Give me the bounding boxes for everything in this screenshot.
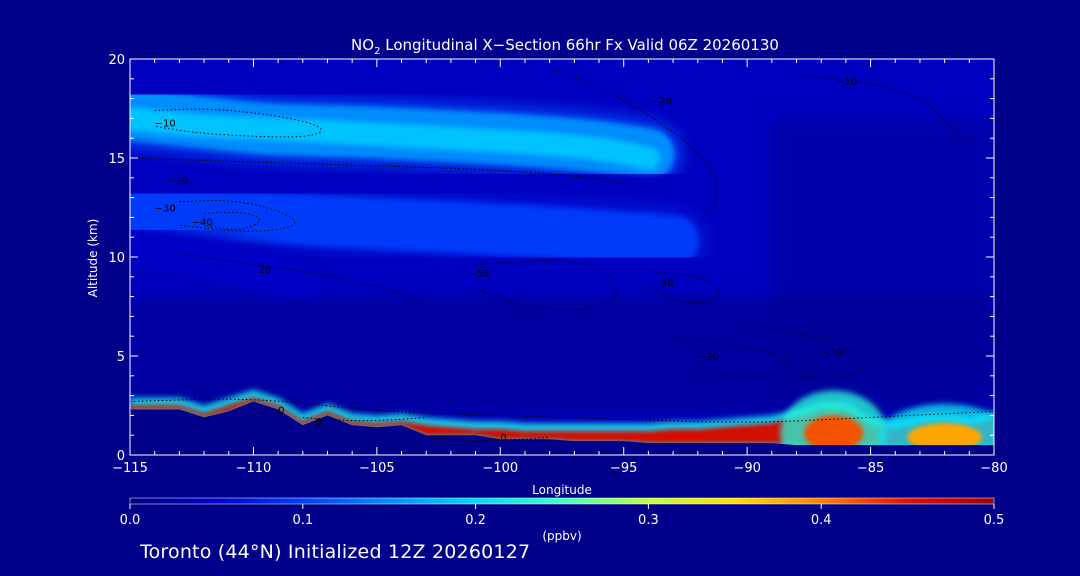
colorbar-tick-label: 0.4 — [811, 513, 832, 528]
contour-line — [179, 252, 427, 307]
title-rest: Longitudinal X−Section 66hr Fx Valid 06Z… — [380, 36, 778, 54]
contour-lines: −10 −20 −30 −40 20 −50 30 −20 −30 −20 −10 0 0 0 — [130, 68, 994, 444]
contour-label: −30 — [698, 352, 719, 363]
contour-label: −40 — [192, 217, 213, 228]
colorbar-tick-label: 0.2 — [465, 513, 486, 528]
contour-label: −20 — [167, 176, 188, 187]
x-tick-label: −85 — [857, 461, 884, 476]
x-tick-label: −115 — [112, 461, 148, 476]
terrain — [130, 401, 994, 455]
y-tick-label: 0 — [117, 449, 125, 464]
hotspot — [907, 423, 982, 452]
contour-label: −30 — [155, 204, 176, 215]
x-tick-label: −100 — [482, 461, 518, 476]
contour-line — [796, 74, 970, 149]
y-tick-label: 5 — [117, 350, 125, 365]
x-tick-label: −95 — [610, 461, 637, 476]
colorbar-tick-label: 0.1 — [292, 513, 313, 528]
contour-label: −50 — [468, 269, 489, 280]
colorbar-tick-label: 0.0 — [120, 513, 141, 528]
contour-line — [130, 398, 994, 423]
colorbar-tick-label: 0.5 — [984, 513, 1005, 528]
no2-band — [130, 106, 661, 170]
contour-line — [747, 323, 865, 379]
x-tick-label: −105 — [359, 461, 395, 476]
contour-label: 30 — [661, 279, 674, 290]
y-tick-label: 20 — [108, 53, 125, 68]
contour-label: 0 — [500, 433, 506, 444]
eastern-low-region — [771, 118, 994, 396]
contour-label: 0 — [315, 417, 321, 428]
colorbar-unit-label: (ppbv) — [542, 529, 581, 543]
colorbar-tick-label: 0.3 — [638, 513, 659, 528]
x-tick-label: −90 — [733, 461, 760, 476]
contour-line — [475, 260, 619, 311]
contour-label: −10 — [836, 77, 857, 88]
contour-line — [549, 68, 717, 228]
footer-caption: Toronto (44°N) Initialized 12Z 20260127 — [140, 541, 531, 563]
colorbar — [129, 497, 995, 505]
x-tick-label: −110 — [236, 461, 272, 476]
contour-label: −20 — [821, 348, 842, 359]
contour-line — [302, 416, 427, 422]
hotspot — [803, 415, 864, 452]
x-axis-label: Longitude — [532, 483, 592, 497]
title-subscript: 2 — [374, 46, 380, 57]
contour-label: −10 — [155, 118, 176, 129]
contour-label: 0 — [278, 405, 284, 416]
contour-line — [426, 436, 550, 441]
y-tick-label: 10 — [108, 251, 125, 266]
no2-band — [130, 227, 323, 301]
contour-line — [130, 157, 649, 189]
no2-band — [130, 183, 699, 267]
y-tick-label: 15 — [108, 152, 125, 167]
y-axis-label: Altitude (km) — [86, 219, 100, 298]
contour-label: 20 — [258, 265, 271, 276]
contour-line — [204, 211, 261, 230]
contour-line — [179, 199, 296, 232]
colorbar-ticks: 0.0 0.1 0.2 0.3 0.4 0.5 — [120, 504, 1005, 528]
x-tick-label: −80 — [980, 461, 1007, 476]
contour-label: −20 — [651, 97, 672, 108]
no2-field — [130, 78, 994, 455]
surface-pollution-layer — [130, 397, 994, 446]
chart-title: NO2 Longitudinal X−Section 66hr Fx Valid… — [351, 36, 779, 57]
